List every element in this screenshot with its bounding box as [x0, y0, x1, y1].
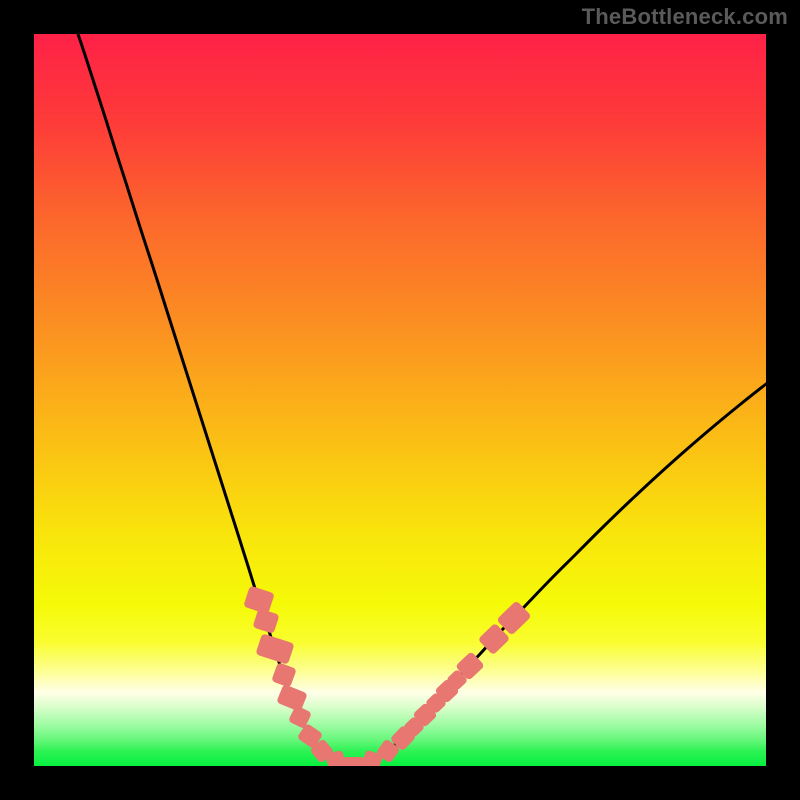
- chart-container: TheBottleneck.com: [0, 0, 800, 800]
- plot-area: [34, 34, 766, 766]
- gradient-background: [34, 34, 766, 766]
- plot-svg: [34, 34, 766, 766]
- watermark-text: TheBottleneck.com: [582, 4, 788, 30]
